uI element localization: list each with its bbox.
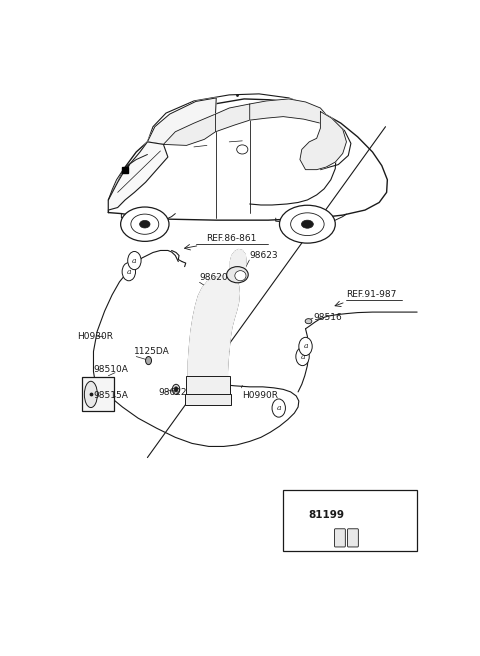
Polygon shape xyxy=(250,99,328,123)
Circle shape xyxy=(122,262,135,281)
Text: 98516: 98516 xyxy=(314,313,342,321)
Polygon shape xyxy=(108,142,168,210)
Text: a: a xyxy=(300,352,305,361)
FancyBboxPatch shape xyxy=(348,529,359,547)
Polygon shape xyxy=(163,114,216,146)
Polygon shape xyxy=(188,276,240,385)
Text: 1125DA: 1125DA xyxy=(134,346,170,356)
FancyBboxPatch shape xyxy=(186,376,230,397)
Text: a: a xyxy=(276,404,281,412)
Circle shape xyxy=(128,251,141,270)
FancyBboxPatch shape xyxy=(83,377,114,411)
Circle shape xyxy=(174,387,178,392)
Text: REF.86-861: REF.86-861 xyxy=(206,234,256,243)
FancyBboxPatch shape xyxy=(283,491,417,551)
Text: 81199: 81199 xyxy=(309,510,345,520)
Text: a: a xyxy=(132,256,137,264)
Text: 98620: 98620 xyxy=(200,273,228,282)
Polygon shape xyxy=(216,104,250,132)
Text: a: a xyxy=(127,268,131,276)
Polygon shape xyxy=(147,98,216,144)
Ellipse shape xyxy=(305,319,312,323)
Polygon shape xyxy=(108,99,387,220)
Polygon shape xyxy=(230,249,246,277)
Circle shape xyxy=(145,357,152,365)
Text: a: a xyxy=(303,342,308,350)
Ellipse shape xyxy=(235,271,246,281)
Circle shape xyxy=(272,399,286,417)
Circle shape xyxy=(172,384,180,394)
Text: 98623: 98623 xyxy=(250,251,278,260)
FancyBboxPatch shape xyxy=(335,529,345,547)
Text: 98515A: 98515A xyxy=(94,392,128,400)
Text: 98510A: 98510A xyxy=(94,365,128,374)
Ellipse shape xyxy=(301,220,313,228)
Text: H0990R: H0990R xyxy=(242,391,278,400)
Ellipse shape xyxy=(237,145,248,154)
Text: 98622: 98622 xyxy=(158,388,187,398)
FancyBboxPatch shape xyxy=(185,394,231,405)
Ellipse shape xyxy=(84,381,97,407)
Circle shape xyxy=(299,337,312,356)
Text: a: a xyxy=(297,510,301,519)
Circle shape xyxy=(296,348,309,365)
Text: REF.91-987: REF.91-987 xyxy=(347,291,397,299)
Circle shape xyxy=(292,506,306,523)
Ellipse shape xyxy=(140,220,150,228)
Text: H0930R: H0930R xyxy=(77,332,113,341)
Ellipse shape xyxy=(120,207,169,241)
Ellipse shape xyxy=(227,266,248,283)
Ellipse shape xyxy=(279,205,335,243)
Polygon shape xyxy=(300,112,347,170)
